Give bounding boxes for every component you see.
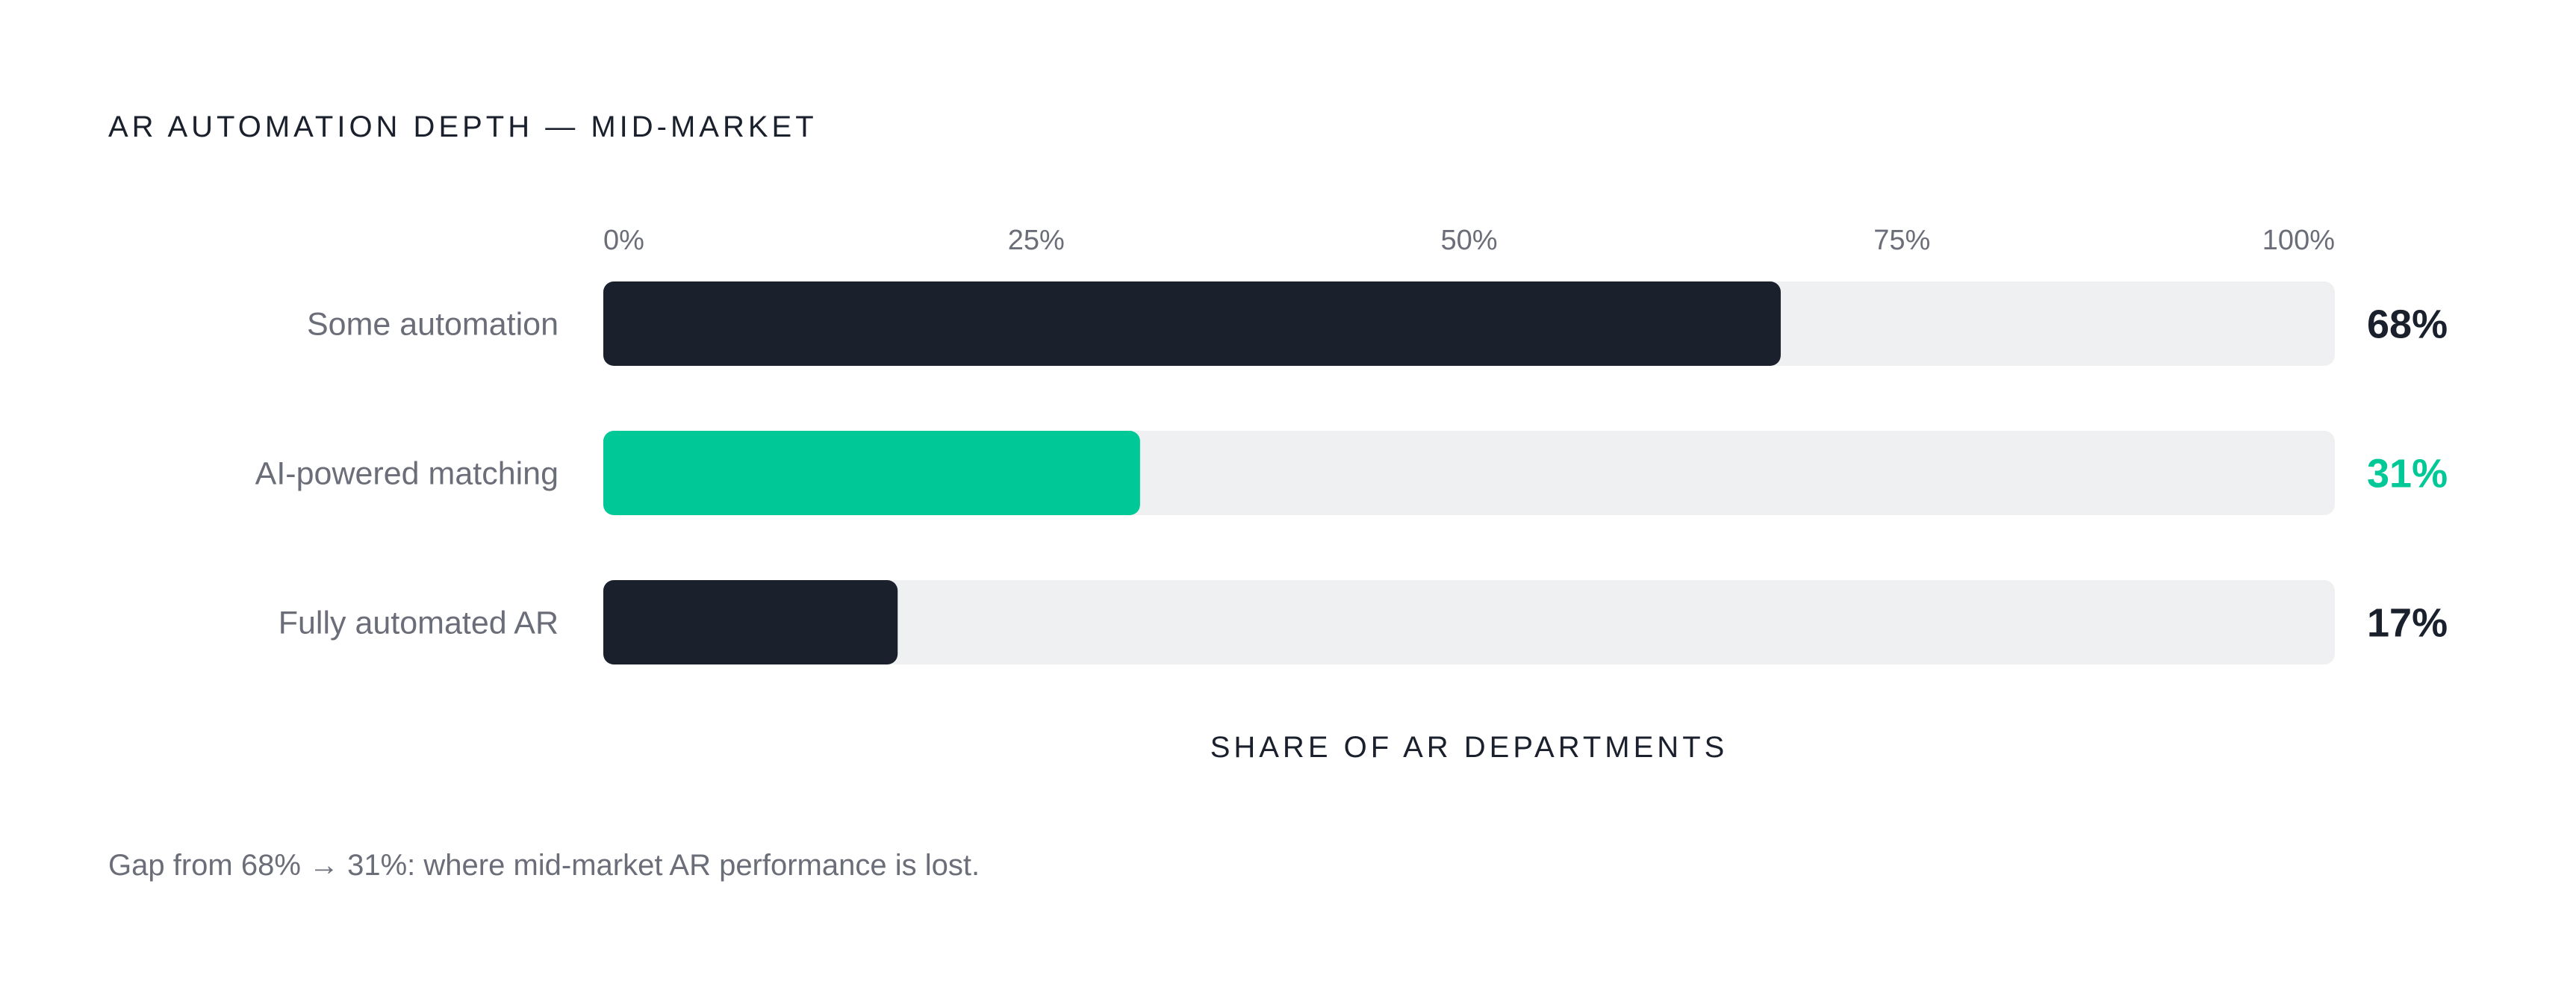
chart-title: AR AUTOMATION DEPTH — MID-MARKET xyxy=(108,110,818,143)
bar-track xyxy=(603,580,2335,664)
x-tick-label: 100% xyxy=(2262,225,2335,256)
x-tick-label: 0% xyxy=(603,225,644,256)
footnote: Gap from 68% → 31%: where mid-market AR … xyxy=(108,849,980,882)
x-tick-label: 25% xyxy=(1008,225,1065,256)
x-tick-label: 75% xyxy=(1873,225,1930,256)
category-label: AI-powered matching xyxy=(255,456,559,492)
category-label: Some automation xyxy=(307,307,559,343)
x-tick-label: 50% xyxy=(1440,225,1497,256)
x-axis-label: SHARE OF AR DEPARTMENTS xyxy=(1210,731,1729,764)
value-label: 17% xyxy=(2367,601,2448,646)
bar xyxy=(603,281,1781,366)
value-label: 31% xyxy=(2367,452,2448,496)
bar xyxy=(603,580,898,664)
bar xyxy=(603,431,1140,515)
category-label: Fully automated AR xyxy=(279,605,559,641)
value-label: 68% xyxy=(2367,302,2448,347)
